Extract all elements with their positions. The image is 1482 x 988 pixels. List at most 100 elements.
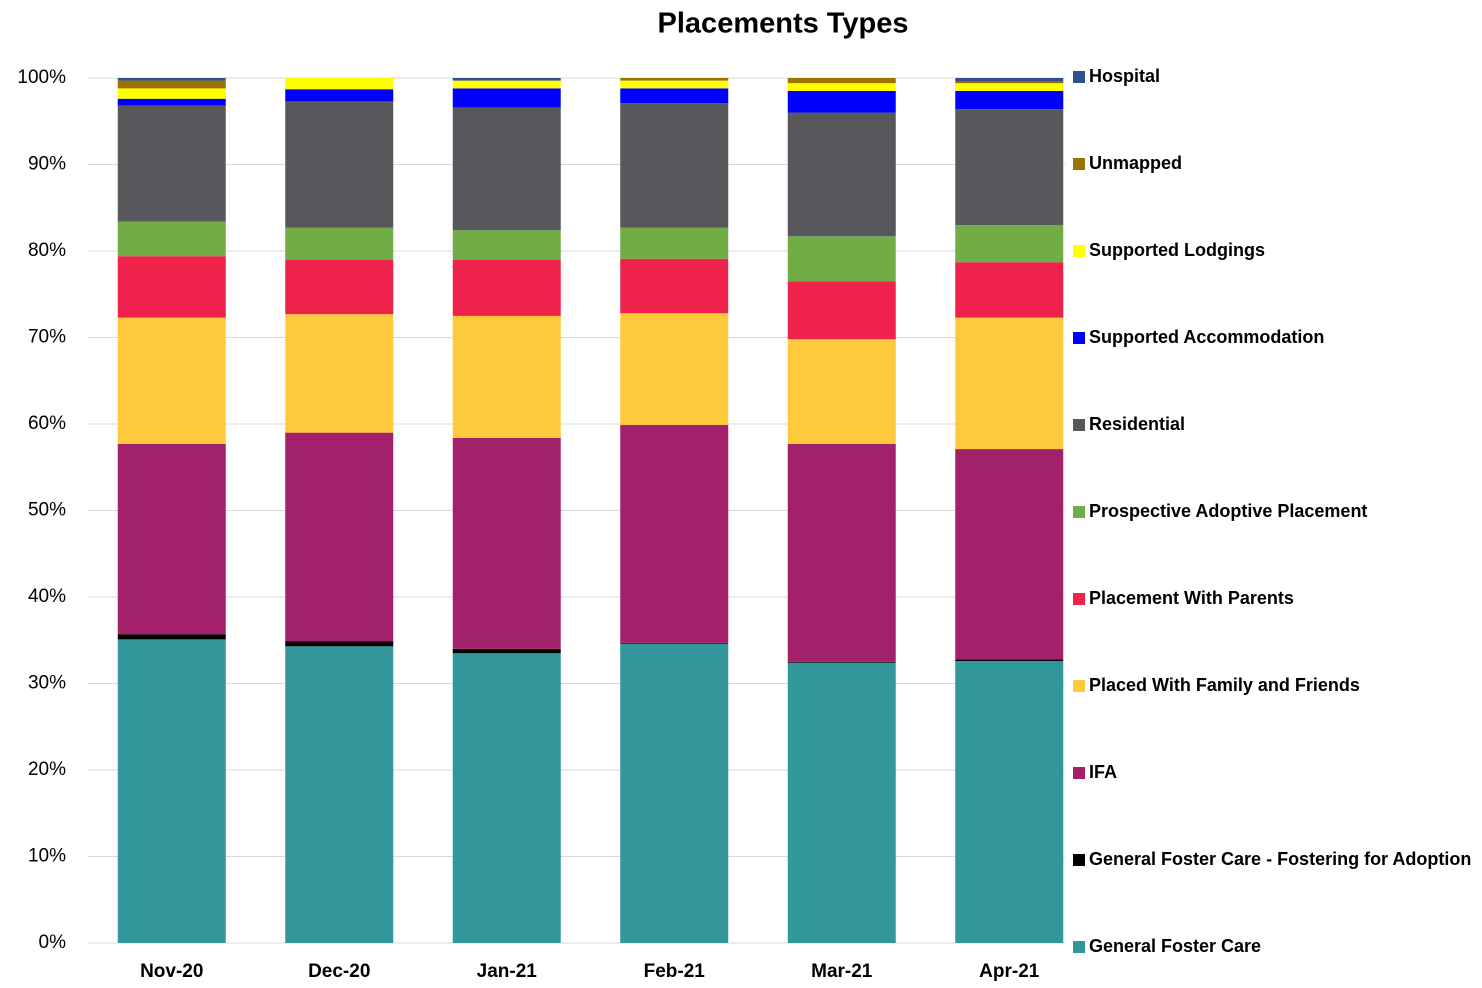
- bar-segment: [117, 98, 226, 106]
- legend-swatch: [1073, 71, 1085, 83]
- x-tick-label: Nov-20: [140, 961, 203, 982]
- legend-label: Hospital: [1089, 66, 1160, 86]
- bar-segment: [285, 227, 394, 260]
- x-tick-label: Apr-21: [979, 961, 1040, 982]
- bar-segment: [787, 281, 896, 340]
- bar-segment: [117, 105, 226, 222]
- bar-segment: [285, 314, 394, 433]
- bar-segment: [452, 230, 561, 260]
- bar-segment: [452, 437, 561, 649]
- y-tick-label: 50%: [28, 500, 66, 521]
- legend-swatch: [1073, 419, 1085, 431]
- legend-swatch: [1073, 593, 1085, 605]
- legend-label: Supported Lodgings: [1089, 240, 1265, 260]
- legend-swatch: [1073, 941, 1085, 953]
- bar-segment: [285, 259, 394, 315]
- bar-segment: [787, 83, 896, 91]
- bar-segment: [955, 262, 1064, 318]
- bar-segment: [955, 83, 1064, 91]
- chart-title: Placements Types: [658, 8, 909, 40]
- x-tick-label: Jan-21: [477, 961, 538, 982]
- x-tick-label: Dec-20: [308, 961, 370, 982]
- bar-segment: [452, 648, 561, 654]
- bar-segment: [452, 80, 561, 89]
- bar-segment: [117, 317, 226, 444]
- bar-segment: [955, 90, 1064, 110]
- x-tick-label: Mar-21: [811, 961, 873, 982]
- bar-segment: [285, 432, 394, 642]
- y-tick-label: 100%: [17, 67, 66, 88]
- y-tick-label: 10%: [28, 846, 66, 867]
- bar-segment: [620, 88, 729, 104]
- bar-segment: [955, 449, 1064, 660]
- bar-segment: [285, 646, 394, 943]
- bar-segment: [787, 90, 896, 113]
- bar-segment: [452, 107, 561, 231]
- bar-segment: [955, 78, 1064, 82]
- bar-segment: [620, 227, 729, 259]
- y-tick-label: 60%: [28, 413, 66, 434]
- bar-segment: [955, 317, 1064, 450]
- bar-segment: [620, 80, 729, 89]
- bar-segment: [620, 643, 729, 943]
- legend-label: Residential: [1089, 414, 1185, 434]
- y-tick-label: 90%: [28, 154, 66, 175]
- bar-segment: [117, 78, 226, 81]
- bar-segment: [787, 112, 896, 237]
- bar-segment: [620, 258, 729, 314]
- bar-segment: [117, 221, 226, 257]
- bar-segment: [117, 639, 226, 943]
- legend-label: Placement With Parents: [1089, 588, 1294, 608]
- legend-label: Supported Accommodation: [1089, 327, 1324, 347]
- bar-segment: [452, 315, 561, 438]
- legend-label: Unmapped: [1089, 153, 1182, 173]
- bar-segment: [955, 661, 1064, 943]
- legend-label: Prospective Adoptive Placement: [1089, 501, 1367, 521]
- y-tick-label: 30%: [28, 673, 66, 694]
- legend-label: IFA: [1089, 762, 1117, 782]
- y-tick-label: 40%: [28, 586, 66, 607]
- legend-swatch: [1073, 158, 1085, 170]
- bar-segment: [620, 103, 729, 228]
- y-tick-label: 70%: [28, 327, 66, 348]
- bar-segment: [955, 659, 1064, 662]
- bar-segment: [787, 236, 896, 282]
- bar-segment: [787, 661, 896, 663]
- bar-segment: [117, 634, 226, 640]
- y-tick-label: 0%: [39, 932, 67, 953]
- y-tick-label: 20%: [28, 759, 66, 780]
- legend-swatch: [1073, 506, 1085, 518]
- bar-segment: [955, 109, 1064, 226]
- bar-segment: [117, 443, 226, 635]
- bar-segment: [452, 88, 561, 108]
- bar-segment: [787, 662, 896, 943]
- legend-label: General Foster Care - Fostering for Adop…: [1089, 849, 1471, 869]
- bar-segment: [452, 259, 561, 316]
- bar-segment: [955, 81, 1064, 84]
- bar-segment: [285, 101, 394, 228]
- bar-segment: [117, 80, 226, 89]
- bar-segment: [620, 78, 729, 81]
- bar-segment: [620, 313, 729, 425]
- bar-segment: [452, 653, 561, 943]
- legend-swatch: [1073, 854, 1085, 866]
- y-tick-label: 80%: [28, 240, 66, 261]
- bar-segment: [452, 78, 561, 81]
- legend-swatch: [1073, 245, 1085, 257]
- bar-segment: [787, 78, 896, 84]
- legend-label: Placed With Family and Friends: [1089, 675, 1360, 695]
- legend-label: General Foster Care: [1089, 936, 1261, 956]
- bar-segment: [285, 641, 394, 647]
- legend-swatch: [1073, 767, 1085, 779]
- bar-segment: [285, 78, 394, 90]
- x-tick-label: Feb-21: [644, 961, 706, 982]
- bar-segment: [620, 424, 729, 643]
- legend-swatch: [1073, 332, 1085, 344]
- bar-segment: [285, 89, 394, 102]
- bar-segment: [787, 339, 896, 444]
- bar-segment: [955, 225, 1064, 263]
- bar-segment: [117, 88, 226, 99]
- bar-segment: [787, 443, 896, 662]
